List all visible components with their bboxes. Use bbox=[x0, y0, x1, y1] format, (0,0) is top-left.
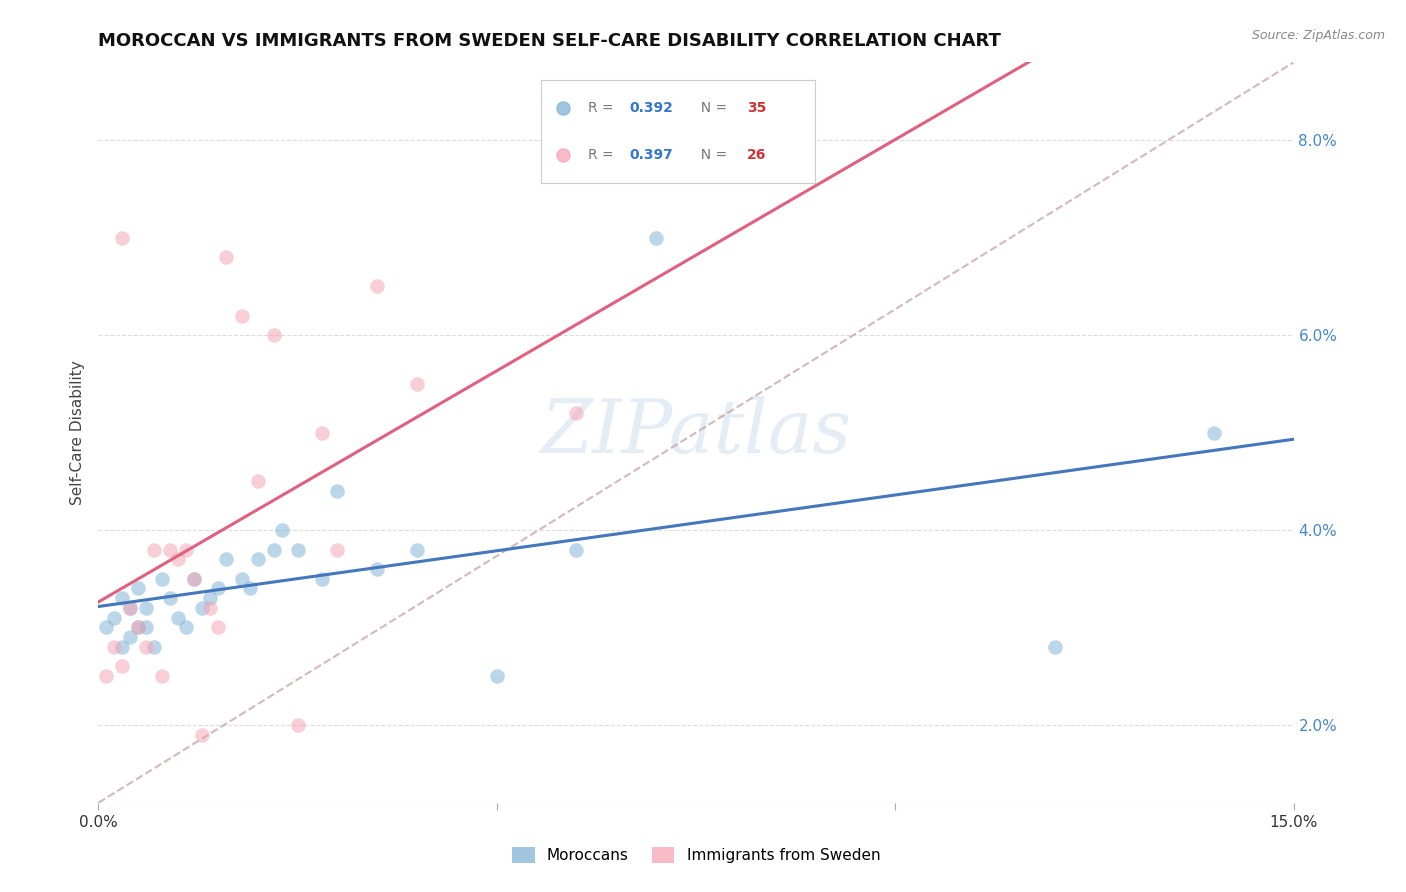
Point bbox=[183, 572, 205, 586]
Point bbox=[287, 718, 309, 732]
Point bbox=[287, 542, 309, 557]
Point bbox=[553, 101, 575, 115]
Point bbox=[215, 552, 238, 566]
Text: Source: ZipAtlas.com: Source: ZipAtlas.com bbox=[1251, 29, 1385, 42]
Text: 0.397: 0.397 bbox=[628, 148, 673, 162]
Point bbox=[120, 601, 142, 615]
Point bbox=[183, 572, 205, 586]
Point bbox=[246, 475, 269, 489]
Point bbox=[198, 591, 221, 606]
Point bbox=[120, 601, 142, 615]
Point bbox=[103, 610, 125, 624]
Point bbox=[246, 552, 269, 566]
Point bbox=[207, 620, 229, 634]
Point bbox=[406, 542, 429, 557]
Point bbox=[143, 542, 166, 557]
Point bbox=[263, 542, 285, 557]
Point bbox=[239, 582, 262, 596]
Point bbox=[1202, 425, 1225, 440]
Point bbox=[127, 582, 149, 596]
Text: N =: N = bbox=[692, 101, 731, 115]
Point bbox=[159, 542, 181, 557]
Text: 26: 26 bbox=[747, 148, 766, 162]
Point bbox=[143, 640, 166, 654]
Point bbox=[111, 591, 134, 606]
Point bbox=[645, 231, 668, 245]
Point bbox=[96, 669, 118, 683]
Point bbox=[135, 640, 157, 654]
Point bbox=[485, 669, 508, 683]
Point bbox=[174, 620, 197, 634]
Point bbox=[159, 591, 181, 606]
Point bbox=[111, 659, 134, 673]
Point bbox=[1043, 640, 1066, 654]
Point bbox=[135, 620, 157, 634]
Point bbox=[311, 425, 333, 440]
Point bbox=[311, 572, 333, 586]
Point bbox=[406, 376, 429, 391]
Text: N =: N = bbox=[692, 148, 731, 162]
Point bbox=[103, 640, 125, 654]
Point bbox=[191, 728, 214, 742]
Point bbox=[553, 148, 575, 162]
Point bbox=[96, 620, 118, 634]
Text: R =: R = bbox=[588, 101, 617, 115]
Point bbox=[111, 640, 134, 654]
Point bbox=[565, 406, 588, 420]
Point bbox=[207, 582, 229, 596]
Point bbox=[231, 572, 253, 586]
Point bbox=[198, 601, 221, 615]
Point bbox=[215, 250, 238, 264]
Point bbox=[231, 309, 253, 323]
Point bbox=[111, 231, 134, 245]
Point bbox=[174, 542, 197, 557]
Y-axis label: Self-Care Disability: Self-Care Disability bbox=[69, 360, 84, 505]
Point bbox=[127, 620, 149, 634]
Point bbox=[326, 484, 349, 499]
Point bbox=[366, 279, 388, 293]
Point bbox=[191, 601, 214, 615]
Point bbox=[120, 630, 142, 644]
Text: ZIPatlas: ZIPatlas bbox=[540, 396, 852, 469]
Point bbox=[150, 572, 173, 586]
Text: R =: R = bbox=[588, 148, 617, 162]
Point bbox=[127, 620, 149, 634]
Text: 35: 35 bbox=[747, 101, 766, 115]
Point bbox=[270, 523, 292, 537]
Point bbox=[150, 669, 173, 683]
Point bbox=[167, 610, 190, 624]
Point bbox=[326, 542, 349, 557]
Point bbox=[167, 552, 190, 566]
Point bbox=[263, 328, 285, 343]
Text: MOROCCAN VS IMMIGRANTS FROM SWEDEN SELF-CARE DISABILITY CORRELATION CHART: MOROCCAN VS IMMIGRANTS FROM SWEDEN SELF-… bbox=[98, 32, 1001, 50]
Text: 0.392: 0.392 bbox=[628, 101, 673, 115]
Legend: Moroccans, Immigrants from Sweden: Moroccans, Immigrants from Sweden bbox=[506, 841, 886, 869]
Point bbox=[366, 562, 388, 576]
Point bbox=[135, 601, 157, 615]
Point bbox=[565, 542, 588, 557]
